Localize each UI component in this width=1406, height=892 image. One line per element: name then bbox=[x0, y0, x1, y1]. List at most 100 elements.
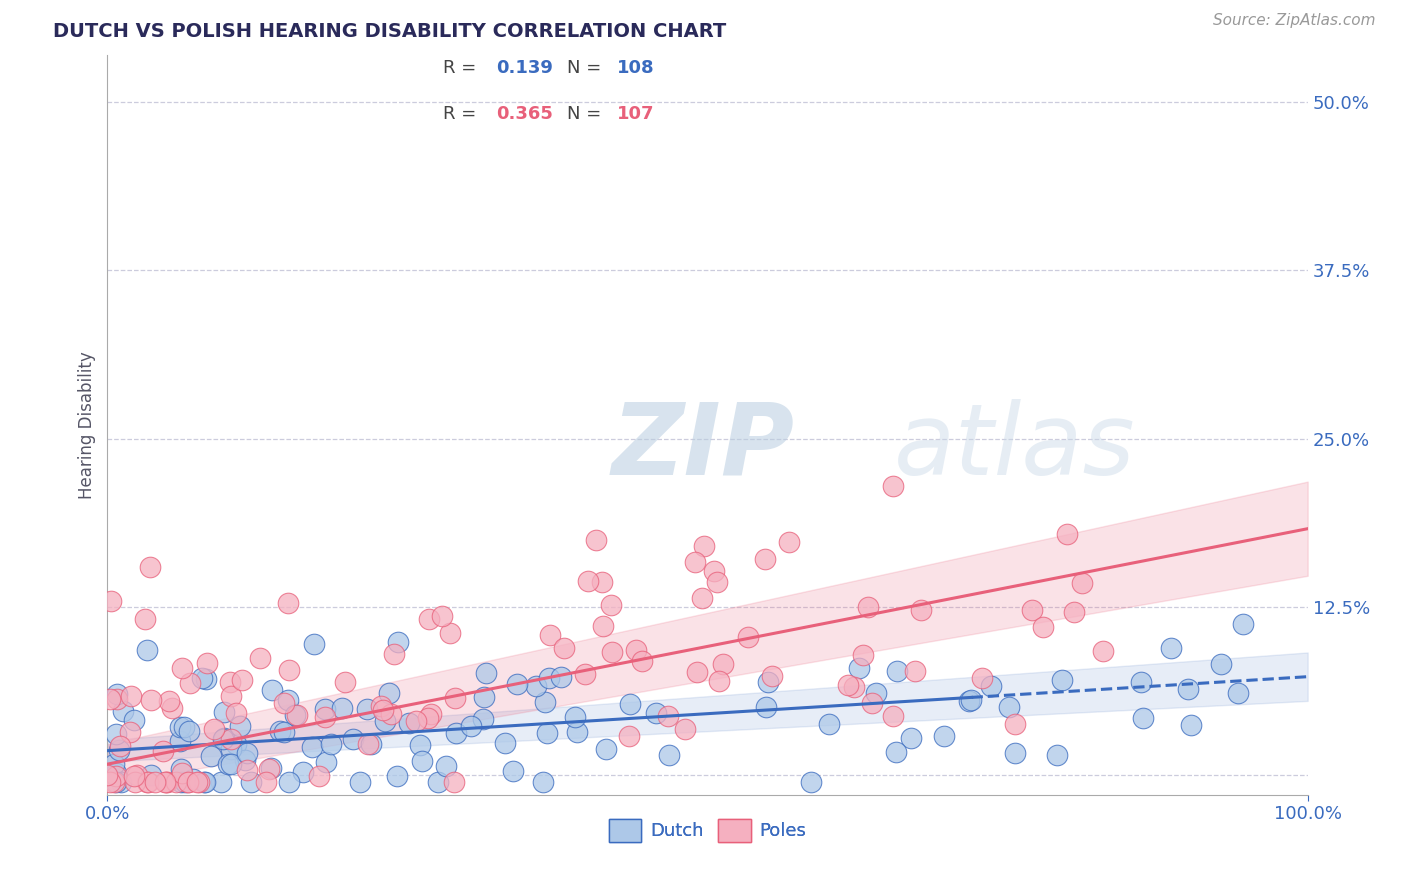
Point bbox=[418, 711, 440, 725]
Point bbox=[900, 731, 922, 746]
Point bbox=[108, 739, 131, 753]
Point bbox=[200, 749, 222, 764]
Point bbox=[884, 746, 907, 760]
Point bbox=[1004, 716, 1026, 731]
Point bbox=[152, 744, 174, 758]
Point bbox=[125, 768, 148, 782]
Point bbox=[169, 733, 191, 747]
Point bbox=[173, 774, 195, 789]
Point bbox=[600, 645, 623, 659]
Point bbox=[427, 774, 450, 789]
Point bbox=[837, 677, 859, 691]
Point bbox=[217, 757, 239, 772]
Point bbox=[314, 702, 336, 716]
Point bbox=[209, 774, 232, 789]
Point bbox=[631, 654, 654, 668]
Point bbox=[737, 630, 759, 644]
Point bbox=[1092, 644, 1115, 658]
Point bbox=[219, 689, 242, 703]
Point bbox=[96, 768, 118, 782]
Point bbox=[882, 479, 904, 493]
Point bbox=[108, 743, 131, 757]
Point bbox=[599, 598, 621, 612]
Point bbox=[960, 693, 983, 707]
Point bbox=[360, 737, 382, 751]
Point bbox=[135, 642, 157, 657]
Point bbox=[179, 676, 201, 690]
Point bbox=[886, 664, 908, 678]
Point bbox=[134, 612, 156, 626]
Point bbox=[98, 774, 121, 789]
Point bbox=[285, 708, 308, 723]
Point bbox=[195, 657, 218, 671]
Point bbox=[330, 700, 353, 714]
Point bbox=[335, 675, 357, 690]
Point bbox=[624, 643, 647, 657]
Text: Source: ZipAtlas.com: Source: ZipAtlas.com bbox=[1212, 13, 1375, 29]
Point bbox=[110, 774, 132, 789]
Point bbox=[374, 714, 396, 729]
Point bbox=[103, 756, 125, 771]
Point bbox=[904, 664, 927, 678]
Point bbox=[534, 695, 557, 709]
Point bbox=[254, 774, 277, 789]
Point bbox=[1046, 747, 1069, 762]
Point bbox=[170, 774, 193, 789]
Point bbox=[574, 667, 596, 681]
Point bbox=[236, 763, 259, 777]
Point bbox=[314, 710, 336, 724]
Point bbox=[707, 674, 730, 689]
Point bbox=[617, 730, 640, 744]
Point bbox=[302, 637, 325, 651]
Point bbox=[153, 774, 176, 789]
Point bbox=[292, 765, 315, 780]
Y-axis label: Hearing Disability: Hearing Disability bbox=[79, 351, 96, 499]
Point bbox=[1070, 576, 1092, 591]
Point bbox=[373, 703, 395, 717]
Point bbox=[165, 774, 187, 789]
Point bbox=[143, 774, 166, 789]
Point bbox=[186, 774, 208, 789]
Point bbox=[1063, 605, 1085, 619]
Point bbox=[398, 715, 420, 730]
Point bbox=[378, 686, 401, 700]
Point bbox=[910, 603, 932, 617]
Point bbox=[98, 692, 121, 706]
Point bbox=[277, 596, 299, 610]
Point bbox=[405, 714, 427, 728]
Point bbox=[524, 679, 547, 693]
Point bbox=[619, 697, 641, 711]
Point bbox=[124, 774, 146, 789]
Point bbox=[225, 737, 247, 751]
Point bbox=[778, 534, 800, 549]
Point bbox=[122, 713, 145, 727]
Point bbox=[711, 657, 734, 671]
Point bbox=[446, 725, 468, 739]
Point bbox=[356, 701, 378, 715]
Text: 108: 108 bbox=[617, 59, 655, 77]
Point bbox=[169, 720, 191, 734]
Point bbox=[756, 675, 779, 690]
Point bbox=[236, 746, 259, 760]
Point bbox=[595, 742, 617, 756]
Point bbox=[1032, 620, 1054, 634]
Point bbox=[136, 774, 159, 789]
Point bbox=[592, 619, 614, 633]
Point bbox=[278, 774, 301, 789]
Point bbox=[177, 774, 200, 789]
Point bbox=[980, 679, 1002, 693]
Point bbox=[1160, 641, 1182, 656]
Point bbox=[858, 599, 880, 614]
Point bbox=[179, 723, 201, 738]
Point bbox=[100, 594, 122, 608]
Point bbox=[472, 712, 495, 726]
Point bbox=[278, 664, 301, 678]
Point bbox=[193, 774, 215, 789]
Point bbox=[284, 708, 307, 723]
Point bbox=[138, 559, 160, 574]
Point bbox=[349, 774, 371, 789]
Point bbox=[219, 757, 242, 772]
Point bbox=[860, 696, 883, 710]
Point bbox=[432, 609, 454, 624]
Point bbox=[160, 701, 183, 715]
